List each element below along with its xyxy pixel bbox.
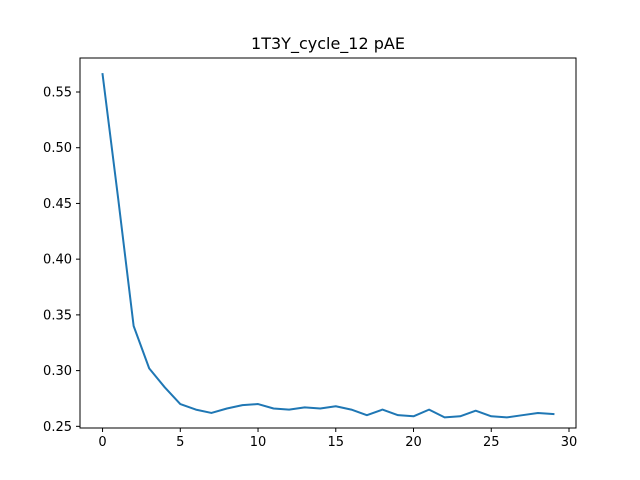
y-tick-label: 0.25	[43, 420, 72, 435]
x-tick-label: 25	[483, 435, 500, 450]
series-line	[101, 73, 555, 419]
x-tick-label: 15	[328, 435, 345, 450]
y-tick-label: 0.45	[43, 197, 72, 212]
x-tick-label: 30	[561, 435, 578, 450]
chart-title: 1T3Y_cycle_12 pAE	[251, 34, 405, 54]
x-tick-label: 0	[98, 435, 106, 450]
y-tick-label: 0.40	[43, 253, 72, 268]
y-tick-label: 0.55	[43, 85, 72, 100]
plot-frame	[79, 57, 577, 429]
series-lines	[101, 73, 555, 419]
axis-ticks: 0 5 10 15 20 25 30 0.25 0.30 0.35 0.40 0.45 0.50 0.55	[43, 85, 577, 450]
y-tick-label: 0.30	[43, 364, 72, 379]
x-tick-label: 20	[405, 435, 422, 450]
y-tick-label: 0.35	[43, 308, 72, 323]
x-tick-label: 5	[176, 435, 184, 450]
y-tick-label: 0.50	[43, 141, 72, 156]
plot-area	[80, 58, 576, 428]
x-tick-label: 10	[250, 435, 267, 450]
